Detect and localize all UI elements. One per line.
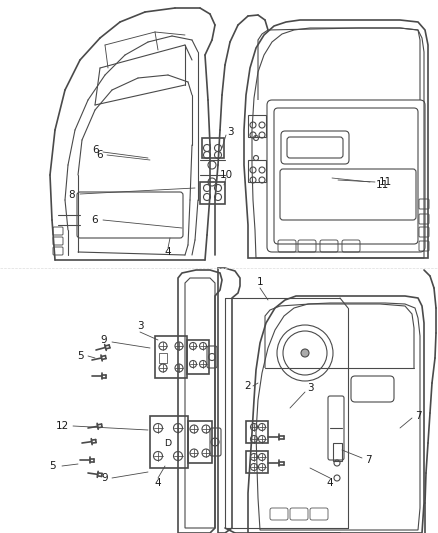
Text: 2: 2 xyxy=(245,381,251,391)
Bar xyxy=(159,353,167,363)
Circle shape xyxy=(301,349,309,357)
Bar xyxy=(188,421,212,463)
Text: 6: 6 xyxy=(92,215,98,225)
Text: 9: 9 xyxy=(101,335,107,345)
Text: 6: 6 xyxy=(93,145,99,155)
Text: 1: 1 xyxy=(257,277,263,287)
Bar xyxy=(246,421,268,443)
Text: 12: 12 xyxy=(55,421,69,431)
Text: 9: 9 xyxy=(102,473,108,483)
Text: 4: 4 xyxy=(155,478,161,488)
Text: 10: 10 xyxy=(219,170,233,180)
Text: 3: 3 xyxy=(137,321,143,331)
Bar xyxy=(248,115,266,137)
Bar xyxy=(155,336,187,378)
Text: 8: 8 xyxy=(69,190,75,200)
Bar xyxy=(333,443,342,461)
Bar xyxy=(200,182,225,204)
Text: 5: 5 xyxy=(77,351,83,361)
Text: 4: 4 xyxy=(327,478,333,488)
Text: 11: 11 xyxy=(378,177,392,187)
Text: 4: 4 xyxy=(165,247,171,257)
Text: 3: 3 xyxy=(307,383,313,393)
Text: 7: 7 xyxy=(365,455,371,465)
Text: 5: 5 xyxy=(49,461,55,471)
Bar xyxy=(246,451,268,473)
Bar xyxy=(187,340,209,374)
Text: D: D xyxy=(164,440,172,448)
Text: 3: 3 xyxy=(227,127,233,137)
Bar xyxy=(248,160,266,182)
Text: 6: 6 xyxy=(97,150,103,160)
Bar xyxy=(150,416,188,468)
Bar xyxy=(202,138,224,158)
Text: 7: 7 xyxy=(415,411,421,421)
Text: 11: 11 xyxy=(375,180,389,190)
